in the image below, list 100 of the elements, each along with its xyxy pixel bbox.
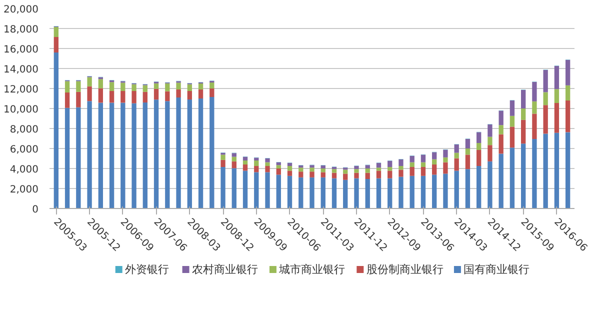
bar <box>565 132 570 208</box>
bar <box>443 174 448 208</box>
bar <box>365 168 370 173</box>
bar <box>132 103 136 208</box>
bar <box>354 172 359 178</box>
y-tick-label: 12,000 <box>4 84 39 96</box>
bar <box>410 167 414 176</box>
bar <box>532 139 537 208</box>
bar <box>554 103 560 133</box>
bar <box>420 154 426 162</box>
bar <box>521 120 526 144</box>
bar <box>265 162 270 166</box>
bar <box>298 165 304 168</box>
bar <box>476 150 482 166</box>
bar <box>154 83 159 89</box>
legend-label: 农村商业银行 <box>192 263 258 276</box>
bar <box>176 98 181 208</box>
bar <box>187 100 192 208</box>
bar <box>198 90 204 98</box>
bar <box>232 153 236 157</box>
bar <box>398 159 404 166</box>
bar <box>388 170 392 178</box>
bar <box>343 174 348 180</box>
bar <box>398 176 404 208</box>
bar <box>176 90 181 98</box>
bar <box>287 176 292 208</box>
bar <box>354 178 359 208</box>
bar <box>343 180 348 208</box>
bar <box>198 98 204 208</box>
bar <box>420 176 426 208</box>
bar <box>210 82 214 88</box>
bar <box>210 88 214 97</box>
bar <box>554 132 560 208</box>
bar <box>287 170 292 176</box>
bar <box>242 164 248 171</box>
bar <box>109 91 114 103</box>
bar <box>432 159 437 164</box>
bar <box>510 148 515 208</box>
bar <box>242 170 248 208</box>
bar <box>410 176 414 208</box>
bar <box>388 167 392 171</box>
bar <box>220 154 226 160</box>
bar <box>76 81 81 92</box>
bar <box>488 161 492 208</box>
bar <box>532 114 537 139</box>
bar <box>310 177 314 208</box>
bar <box>176 82 181 90</box>
bar <box>543 70 548 92</box>
y-tick-label: 0 <box>32 204 39 216</box>
y-tick-label: 20,000 <box>4 4 39 16</box>
bar <box>54 37 59 52</box>
bar <box>454 158 459 171</box>
bar <box>187 91 192 100</box>
bar <box>343 170 348 174</box>
bar <box>498 125 504 134</box>
bar <box>554 89 560 103</box>
bar <box>165 83 170 92</box>
bar <box>565 85 570 100</box>
bar <box>488 145 492 162</box>
bar <box>87 101 92 208</box>
bar <box>476 166 482 208</box>
y-tick-label: 18,000 <box>4 24 39 36</box>
bar <box>98 102 103 208</box>
bar <box>510 126 515 148</box>
bar <box>388 178 392 208</box>
bar <box>276 168 281 175</box>
bar <box>432 174 437 208</box>
bar <box>142 85 148 92</box>
bar <box>98 88 103 103</box>
bar <box>443 157 448 162</box>
bar <box>443 150 448 158</box>
bar <box>210 97 214 208</box>
bar <box>276 162 281 166</box>
bar <box>565 60 570 86</box>
bar <box>454 170 459 208</box>
bar <box>298 172 304 178</box>
bar <box>254 158 259 160</box>
bar <box>376 163 382 168</box>
bar <box>465 148 470 155</box>
bar <box>276 174 281 208</box>
bar <box>64 92 70 108</box>
bar <box>376 168 382 171</box>
bar <box>242 160 248 164</box>
bar <box>198 84 204 90</box>
y-tick-label: 10,000 <box>4 104 39 116</box>
bar <box>265 172 270 208</box>
y-tick-label: 16,000 <box>4 44 39 56</box>
bar <box>232 168 236 208</box>
bar <box>132 84 136 91</box>
bar <box>443 162 448 174</box>
bar <box>532 101 537 114</box>
bar <box>432 152 437 160</box>
bar <box>165 101 170 208</box>
bar <box>543 134 548 208</box>
bar <box>488 124 492 137</box>
bar <box>332 172 337 178</box>
bar <box>154 88 159 100</box>
bar <box>398 170 404 177</box>
bar <box>365 165 370 168</box>
bar <box>87 77 92 86</box>
